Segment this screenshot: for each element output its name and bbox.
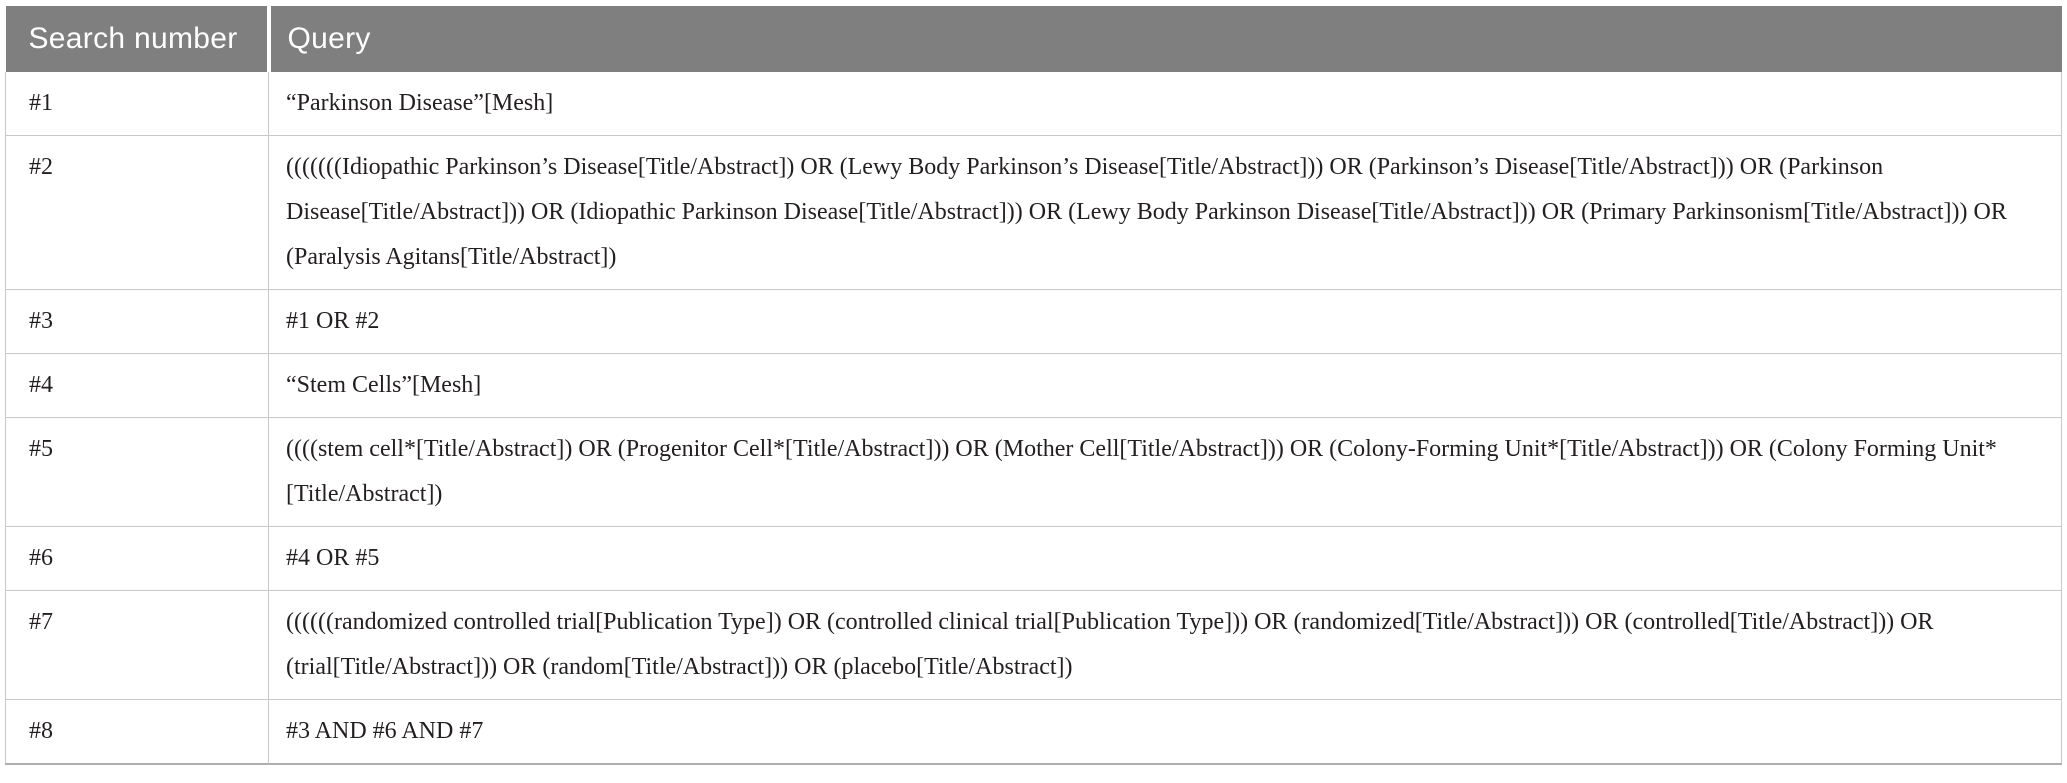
search-number-cell: #8 <box>5 699 269 765</box>
query-cell: #4 OR #5 <box>268 526 2062 591</box>
query-cell: ((((((randomized controlled trial[Public… <box>268 590 2062 700</box>
column-header-search-number: Search number <box>5 6 269 72</box>
query-cell: ((((stem cell*[Title/Abstract]) OR (Prog… <box>268 417 2062 527</box>
table-row: #1 “Parkinson Disease”[Mesh] <box>5 72 2062 136</box>
search-number-cell: #7 <box>5 590 269 700</box>
search-strategy-table-container: Search number Query #1 “Parkinson Diseas… <box>5 6 2062 765</box>
table-row: #2 (((((((Idiopathic Parkinson’s Disease… <box>5 135 2062 290</box>
search-number-cell: #1 <box>5 72 269 136</box>
table-row: #5 ((((stem cell*[Title/Abstract]) OR (P… <box>5 417 2062 527</box>
table-row: #3 #1 OR #2 <box>5 289 2062 354</box>
table-row: #4 “Stem Cells”[Mesh] <box>5 353 2062 418</box>
query-cell: (((((((Idiopathic Parkinson’s Disease[Ti… <box>268 135 2062 290</box>
header-row: Search number Query <box>5 6 2062 72</box>
search-number-cell: #3 <box>5 289 269 354</box>
search-strategy-table: Search number Query #1 “Parkinson Diseas… <box>5 6 2062 765</box>
column-header-query: Query <box>266 6 2062 72</box>
search-number-cell: #5 <box>5 417 269 527</box>
query-cell: “Stem Cells”[Mesh] <box>268 353 2062 418</box>
search-number-cell: #2 <box>5 135 269 290</box>
query-cell: #1 OR #2 <box>268 289 2062 354</box>
search-number-cell: #4 <box>5 353 269 418</box>
table-row: #8 #3 AND #6 AND #7 <box>5 699 2062 765</box>
table-row: #6 #4 OR #5 <box>5 526 2062 591</box>
table-row: #7 ((((((randomized controlled trial[Pub… <box>5 590 2062 700</box>
query-cell: #3 AND #6 AND #7 <box>268 699 2062 765</box>
query-cell: “Parkinson Disease”[Mesh] <box>268 72 2062 136</box>
search-number-cell: #6 <box>5 526 269 591</box>
